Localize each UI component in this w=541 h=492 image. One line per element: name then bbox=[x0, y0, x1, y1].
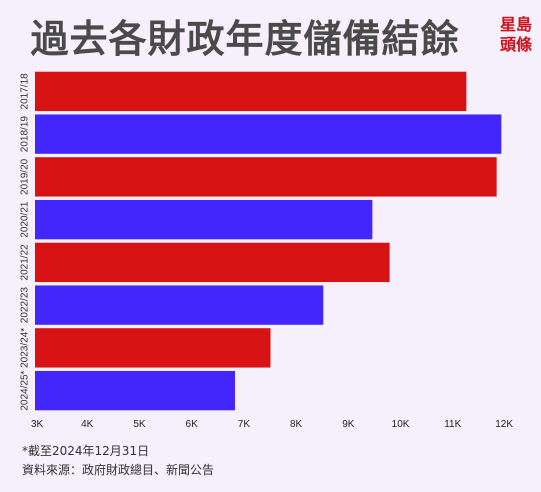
brand-logo: 星島 頭條 bbox=[500, 15, 533, 54]
x-tick-label: 4K bbox=[81, 419, 94, 430]
y-tick-label: 2018/19 bbox=[20, 116, 31, 153]
bar-2024-25- bbox=[35, 370, 236, 411]
y-tick-label: 2023/24* bbox=[20, 328, 31, 368]
x-tick-label: 12K bbox=[495, 419, 513, 430]
logo-line-1: 星島 bbox=[500, 15, 532, 34]
x-tick-label: 5K bbox=[133, 419, 146, 430]
x-tick-label: 8K bbox=[290, 419, 303, 430]
x-tick-label: 9K bbox=[342, 419, 355, 430]
y-tick-label: 2019/20 bbox=[20, 158, 31, 195]
bar-2019-20 bbox=[35, 157, 497, 197]
bar-chart: 2017/18 2018/19 2019/20 2020/21 2021/22 2022/… bbox=[20, 71, 513, 430]
x-tick-label: 11K bbox=[444, 419, 461, 430]
y-tick-label: 2017/18 bbox=[20, 73, 31, 110]
bar-2017-18 bbox=[35, 71, 467, 112]
y-tick-label: 2024/25* bbox=[20, 371, 31, 411]
x-tick-label: 6K bbox=[186, 419, 199, 430]
y-tick-label: 2021/22 bbox=[20, 244, 31, 281]
y-tick-label: 2020/21 bbox=[20, 201, 31, 238]
bar-2018-19 bbox=[35, 114, 502, 154]
chart-title: 過去各財政年度儲備結餘 bbox=[30, 17, 460, 61]
bar-2023-24- bbox=[35, 328, 271, 368]
logo-line-2: 頭條 bbox=[500, 35, 533, 54]
bar-2020-21 bbox=[35, 199, 373, 240]
x-tick-label: 7K bbox=[238, 419, 251, 430]
bar-2021-22 bbox=[35, 242, 390, 283]
footnote-note: *截至2024年12月31日 bbox=[22, 444, 150, 458]
x-tick-label: 3K bbox=[31, 419, 44, 430]
footnote-source: 資料來源：政府財政總目、新聞公告 bbox=[22, 463, 215, 477]
bar-2022-23 bbox=[35, 285, 324, 325]
y-tick-label: 2022/23 bbox=[20, 287, 31, 324]
x-tick-label: 10K bbox=[392, 419, 410, 430]
